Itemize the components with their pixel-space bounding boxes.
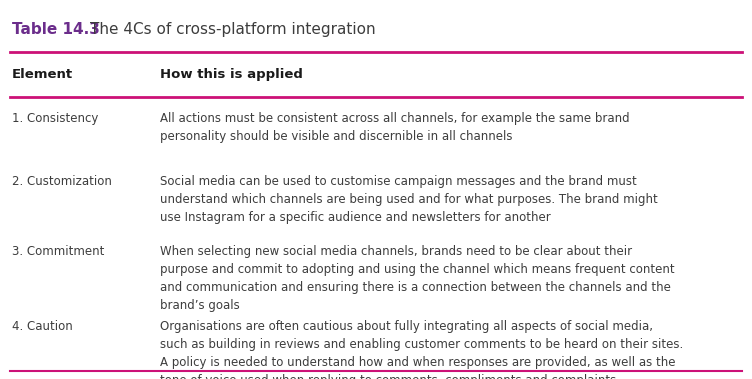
Text: All actions must be consistent across all channels, for example the same brand
p: All actions must be consistent across al… <box>160 112 629 143</box>
Text: Table 14.3: Table 14.3 <box>12 22 100 37</box>
Text: When selecting new social media channels, brands need to be clear about their
pu: When selecting new social media channels… <box>160 245 675 312</box>
Text: Organisations are often cautious about fully integrating all aspects of social m: Organisations are often cautious about f… <box>160 320 684 379</box>
Text: How this is applied: How this is applied <box>160 68 303 81</box>
Text: The 4Cs of cross-platform integration: The 4Cs of cross-platform integration <box>90 22 376 37</box>
Text: 4. Caution: 4. Caution <box>12 320 73 333</box>
Text: 3. Commitment: 3. Commitment <box>12 245 105 258</box>
Text: Social media can be used to customise campaign messages and the brand must
under: Social media can be used to customise ca… <box>160 175 658 224</box>
Text: Element: Element <box>12 68 73 81</box>
Text: 1. Consistency: 1. Consistency <box>12 112 99 125</box>
Text: 2. Customization: 2. Customization <box>12 175 112 188</box>
